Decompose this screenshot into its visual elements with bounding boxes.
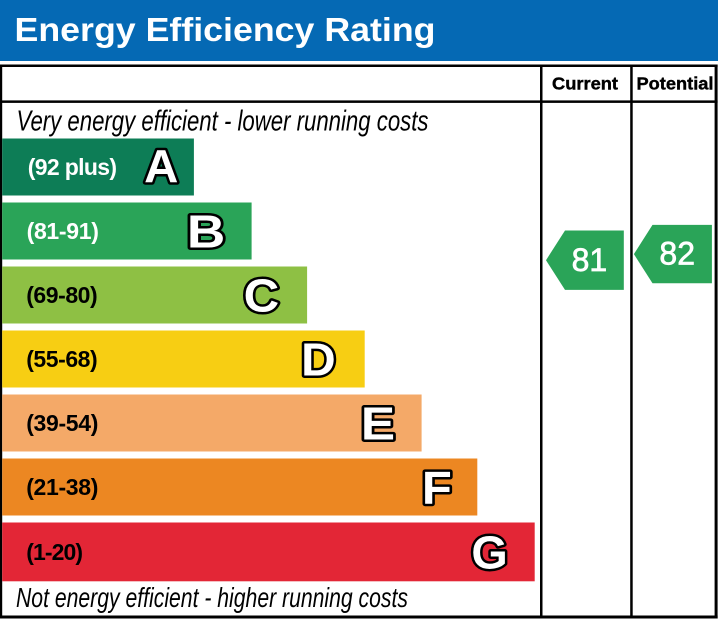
svg-text:(92 plus): (92 plus) <box>28 154 117 180</box>
svg-text:(81-91): (81-91) <box>27 218 99 244</box>
svg-text:Potential: Potential <box>637 74 714 94</box>
svg-text:G: G <box>471 527 507 579</box>
svg-text:D: D <box>301 335 336 386</box>
svg-text:A: A <box>144 141 178 192</box>
svg-text:C: C <box>244 271 280 322</box>
svg-text:B: B <box>187 206 225 258</box>
svg-text:(39-54): (39-54) <box>26 410 98 436</box>
svg-text:(55-68): (55-68) <box>26 346 98 372</box>
svg-text:(69-80): (69-80) <box>26 282 98 308</box>
svg-text:Not energy efficient - higher: Not energy efficient - higher running co… <box>16 582 408 613</box>
svg-text:E: E <box>361 399 395 450</box>
svg-text:82: 82 <box>659 236 695 272</box>
svg-text:81: 81 <box>572 242 608 278</box>
svg-text:F: F <box>422 463 452 514</box>
svg-text:Very energy efficient - lower: Very energy efficient - lower running co… <box>17 106 429 138</box>
svg-text:(21-38): (21-38) <box>26 474 98 500</box>
svg-text:Current: Current <box>552 74 618 94</box>
svg-text:(1-20): (1-20) <box>26 539 83 565</box>
svg-text:Energy Efficiency Rating: Energy Efficiency Rating <box>15 11 436 48</box>
